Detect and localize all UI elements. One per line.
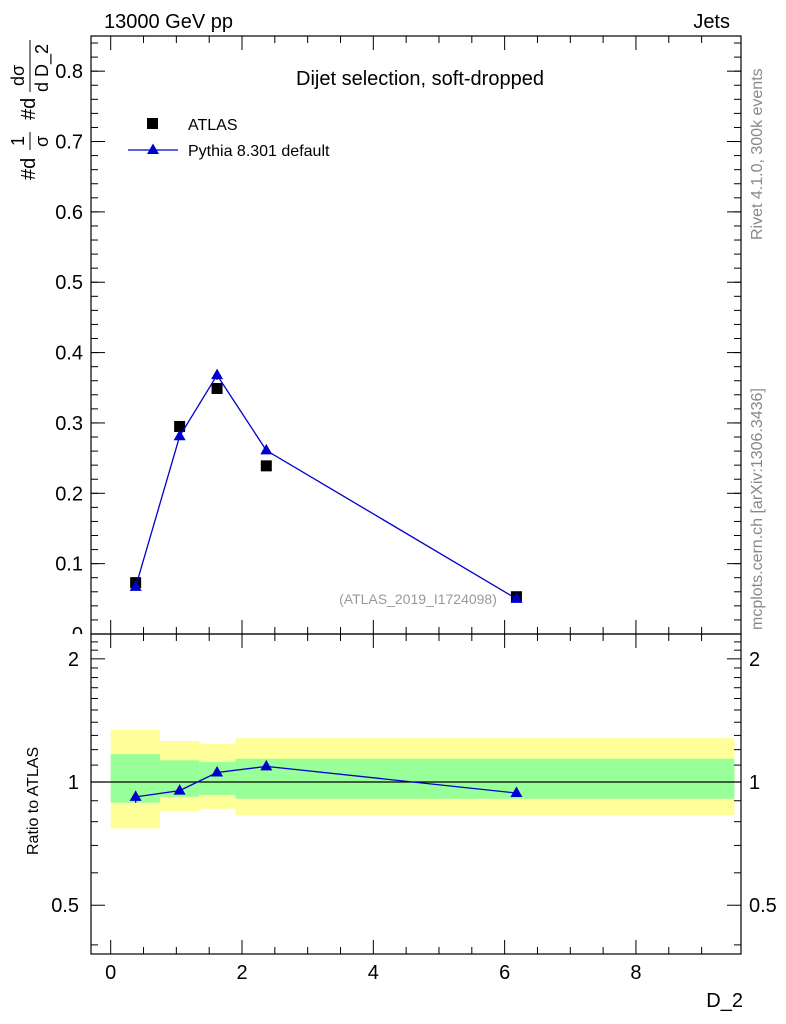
atlas-point: [260, 460, 272, 472]
energy-label: 13000 GeV pp: [104, 11, 233, 33]
ratio-ytick-label-right: 2: [749, 649, 760, 671]
legend: ATLAS Pythia 8.301 default: [128, 117, 330, 160]
ratio-ytick-label-right: 0.5: [749, 895, 777, 917]
pythia-point: [211, 368, 224, 380]
ratio-ytick-label: 0.5: [51, 895, 79, 917]
ylabel-frac2-den: d D_2: [32, 44, 53, 92]
pythia-line: [135, 373, 517, 600]
ratio-point: [260, 759, 273, 771]
ratio-ytick-label-right: 1: [749, 772, 760, 794]
pythia-point: [129, 580, 142, 591]
main-ytick-label: 0.1: [55, 554, 83, 576]
watermark: (ATLAS_2019_I1724098): [339, 591, 497, 607]
rivet-label: Rivet 4.1.0, 300k events: [749, 68, 766, 240]
ratio-point: [173, 784, 186, 795]
band-green: [235, 758, 735, 799]
ratio-panel: 0.5 0.5 1 1 2 2 0 2 4 6 8 Ratio to ATLAS D_2: [25, 633, 777, 1012]
main-ytick-label: 0.2: [55, 483, 83, 505]
legend-pythia-label: Pythia 8.301 default: [188, 143, 330, 160]
legend-pythia-marker: [147, 143, 159, 154]
ylabel-d2: #d: [18, 98, 40, 120]
xtick-label: 2: [236, 962, 247, 984]
main-ytick-label: 0.4: [55, 343, 83, 365]
xtick-label: 4: [368, 962, 379, 984]
main-panel: 0.1 0.2 0.3 0.4 0.5 0.6 0.7 0.8 0 Dijet selectio…: [8, 35, 742, 646]
legend-atlas-marker: [147, 118, 158, 129]
pythia-point: [173, 429, 186, 441]
ylabel-frac1-den: σ: [32, 136, 52, 147]
ylabel-d1: #d: [18, 158, 40, 180]
main-title: Dijet selection, soft-dropped: [296, 68, 544, 90]
main-y-axis-title: #d 1 σ #d dσ d D_2: [8, 40, 53, 180]
mcplots-label: mcplots.cern.ch [arXiv:1306.3436]: [749, 388, 766, 630]
main-ytick-label: 0.5: [55, 272, 83, 294]
ratio-point: [129, 790, 142, 801]
legend-atlas-label: ATLAS: [188, 117, 238, 134]
ratio-point: [211, 766, 224, 777]
ratio-ytick-label: 2: [68, 649, 79, 671]
main-ytick-label: 0.3: [55, 413, 83, 435]
x-axis-title: D_2: [706, 990, 743, 1012]
pythia-point: [510, 592, 523, 603]
xtick-label: 6: [499, 962, 510, 984]
main-ytick-label: 0.7: [55, 132, 83, 154]
xtick-label: 0: [105, 962, 116, 984]
process-label: Jets: [693, 11, 730, 33]
pythia-point: [260, 443, 273, 455]
ylabel-frac1-num: 1: [8, 136, 28, 146]
atlas-point: [211, 382, 223, 394]
ratio-panel-frame: [90, 633, 742, 955]
ratio-point: [510, 786, 523, 798]
main-ytick-label: 0.6: [55, 202, 83, 224]
xtick-label: 8: [630, 962, 641, 984]
main-ytick-label: 0.8: [55, 61, 83, 83]
atlas-point: [174, 420, 186, 432]
main-ytick-label-zero: 0: [72, 624, 83, 646]
ylabel-frac2-num: dσ: [8, 65, 28, 86]
ratio-ytick-label: 1: [68, 772, 79, 794]
ratio-y-axis-title: Ratio to ATLAS: [25, 747, 42, 855]
